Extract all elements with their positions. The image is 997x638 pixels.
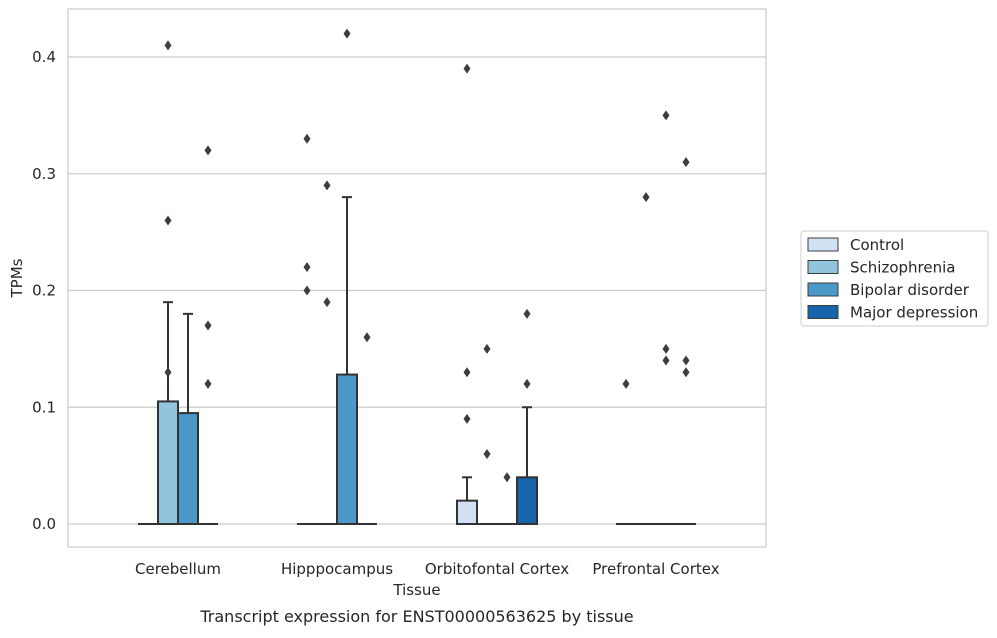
outlier-point — [303, 285, 311, 296]
outlier-point — [662, 343, 670, 354]
outlier-point — [642, 192, 650, 203]
x-axis-label: Tissue — [392, 581, 440, 599]
outlier-point — [523, 378, 531, 389]
x-tick-label: Orbitofontal Cortex — [425, 560, 569, 578]
y-tick-label: 0.4 — [32, 48, 56, 66]
outlier-point — [323, 297, 331, 308]
y-tick-label: 0.2 — [32, 282, 56, 300]
outlier-point — [164, 215, 172, 226]
y-axis-ticks: 0.0 0.1 0.2 0.3 0.4 — [32, 48, 56, 533]
box-3-2 — [516, 406, 538, 525]
outlier-point — [523, 308, 531, 319]
plot-area-frame — [67, 8, 767, 548]
box-body — [516, 476, 538, 525]
outlier-point — [463, 63, 471, 74]
outlier-point — [682, 367, 690, 378]
box-series — [138, 196, 696, 526]
outlier-point — [303, 133, 311, 144]
box-body — [456, 499, 478, 525]
box-body — [157, 400, 179, 526]
outlier-point — [682, 157, 690, 168]
box-body — [336, 373, 358, 525]
outlier-point — [622, 378, 630, 389]
outlier-point — [662, 355, 670, 366]
outlier-point — [682, 355, 690, 366]
outlier-points — [164, 28, 690, 483]
legend-frame — [800, 230, 989, 327]
box-body — [177, 412, 199, 525]
x-tick-label: Hipppocampus — [281, 560, 393, 578]
legend: Control Schizophrenia Bipolar disorder Majo… — [800, 230, 989, 327]
box-2-0 — [177, 312, 199, 525]
outlier-point — [204, 320, 212, 331]
legend-swatch — [807, 260, 839, 274]
legend-label: Control — [850, 236, 904, 254]
outlier-point — [323, 180, 331, 191]
outlier-point — [463, 413, 471, 424]
outlier-point — [204, 145, 212, 156]
box-0-2 — [456, 476, 478, 525]
outlier-point — [483, 343, 491, 354]
outlier-point — [662, 110, 670, 121]
legend-label: Bipolar disorder — [850, 281, 970, 299]
outlier-point — [164, 367, 172, 378]
legend-swatch — [807, 305, 839, 319]
y-tick-label: 0.3 — [32, 165, 56, 183]
outlier-point — [363, 332, 371, 343]
box-1-0 — [157, 301, 179, 526]
outlier-point — [204, 378, 212, 389]
outlier-point — [463, 367, 471, 378]
outlier-point — [343, 28, 351, 39]
y-axis-label: TPMs — [8, 258, 26, 298]
outlier-point — [483, 448, 491, 459]
x-tick-label: Cerebellum — [135, 560, 221, 578]
box-2-1 — [336, 196, 358, 525]
y-tick-label: 0.0 — [32, 515, 56, 533]
x-tick-label: Prefrontal Cortex — [592, 560, 719, 578]
chart-caption: Transcript expression for ENST0000056362… — [199, 607, 633, 626]
outlier-point — [503, 472, 511, 483]
legend-swatch — [807, 237, 839, 252]
legend-swatch — [807, 282, 839, 297]
legend-label: Schizophrenia — [850, 259, 955, 277]
y-tick-label: 0.1 — [32, 398, 56, 416]
outlier-point — [164, 40, 172, 51]
legend-label: Major depression — [850, 304, 978, 322]
x-axis-ticks: Cerebellum Hipppocampus Orbitofontal Corte… — [135, 560, 720, 578]
outlier-point — [303, 262, 311, 273]
